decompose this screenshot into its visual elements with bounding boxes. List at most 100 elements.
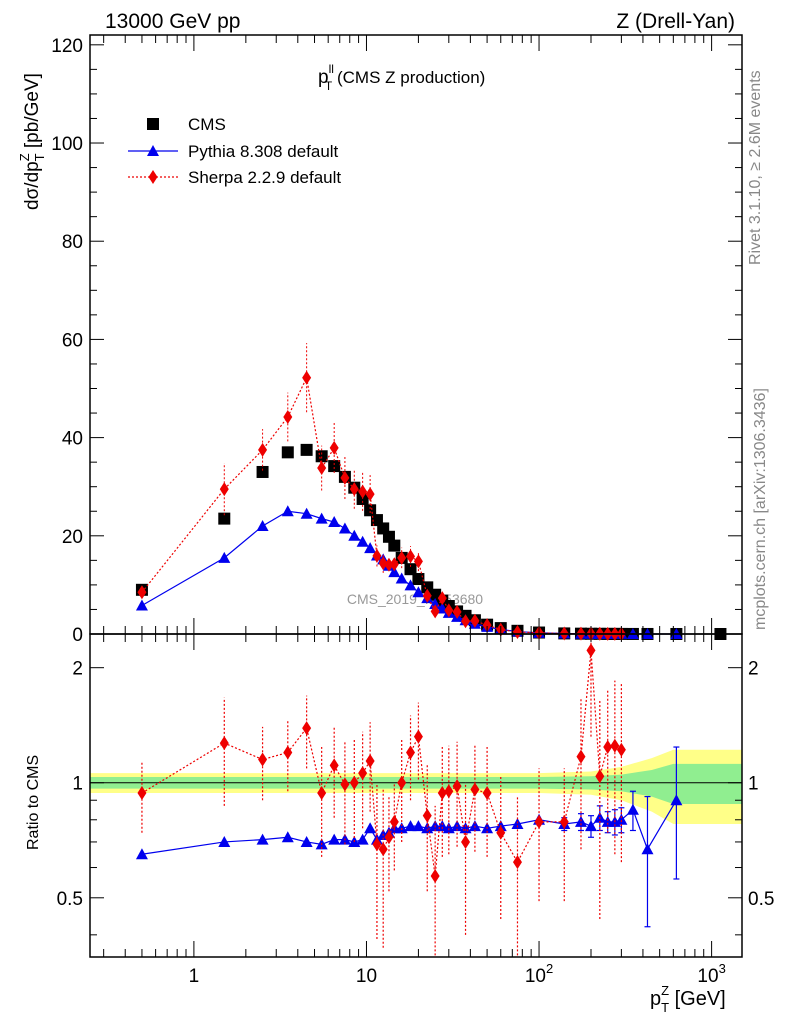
main-y-tick-label: 80 <box>62 232 83 253</box>
series-point-1 <box>348 529 361 541</box>
ratio-point-1 <box>412 820 425 832</box>
series-point-2 <box>329 440 339 455</box>
header-right: Z (Drell-Yan) <box>616 10 735 33</box>
ratio-point-2 <box>302 721 312 736</box>
main-panel: 0 20 40 60 80 100 120 <box>51 34 743 646</box>
main-y-tick-label: 60 <box>62 330 83 351</box>
series-point-2 <box>397 550 407 565</box>
x-tick-label-base: 10 <box>356 966 377 987</box>
series-point-2 <box>389 557 399 572</box>
plot-title-p: p <box>318 67 329 88</box>
x-axis-label-unit: [GeV] <box>669 988 726 1010</box>
ratio-y-tick-label: 0.5 <box>57 889 83 910</box>
ratio-point-2 <box>340 777 350 792</box>
ratio-point-2 <box>586 643 596 658</box>
series-point-2 <box>372 548 382 563</box>
ratio-y-tick-label-right: 2 <box>748 659 759 680</box>
ratio-point-2 <box>610 738 620 753</box>
series-point-1 <box>404 579 417 591</box>
ratio-point-2 <box>349 775 359 790</box>
series-point-1 <box>388 566 401 578</box>
ratio-point-2 <box>616 742 626 757</box>
x-tick-label: 10 <box>356 966 377 987</box>
ratio-point-1 <box>574 815 587 827</box>
series-point-0 <box>404 563 417 576</box>
ratio-point-2 <box>576 749 586 764</box>
ratio-point-2 <box>482 786 492 801</box>
x-tick-label: 102 <box>525 961 553 987</box>
ratio-point-1 <box>459 822 472 834</box>
series-point-2 <box>482 618 492 633</box>
ratio-point-2 <box>496 825 506 840</box>
ratio-point-2 <box>329 758 339 773</box>
series-point-2 <box>430 604 440 619</box>
plot-title: pll T (CMS Z production) <box>318 62 485 93</box>
ratio-point-2 <box>317 786 327 801</box>
series-point-2 <box>413 554 423 569</box>
y-axis-label-main-sup: Z <box>17 153 32 161</box>
ratio-point-1 <box>404 820 417 832</box>
plot-title-sub: T <box>325 79 333 93</box>
series-point-1 <box>315 512 328 524</box>
series-point-1 <box>300 507 313 519</box>
ratio-point-2 <box>444 784 454 799</box>
ratio-point-2 <box>559 814 569 829</box>
series-point-2 <box>437 591 447 606</box>
ratio-y-tick-label-right: 1 <box>748 774 759 795</box>
series-point-0 <box>364 504 377 517</box>
series-point-2 <box>137 585 147 600</box>
ratio-y-tick-label: 1 <box>72 774 83 795</box>
series-point-2 <box>470 613 480 628</box>
legend-marker-1 <box>147 145 159 156</box>
series-point-1 <box>135 599 148 611</box>
series-point-2 <box>406 549 416 564</box>
series-point-2 <box>302 370 312 385</box>
ratio-y-tick-label: 2 <box>72 659 83 680</box>
main-y-tick-label: 0 <box>72 625 83 646</box>
series-point-1 <box>356 535 369 547</box>
series-point-0 <box>256 465 269 478</box>
ratio-point-1 <box>135 848 148 860</box>
ratio-point-2 <box>219 736 229 751</box>
series-point-2 <box>461 614 471 629</box>
series-point-2 <box>365 487 375 502</box>
ratio-point-1 <box>615 813 628 825</box>
series-point-1 <box>256 519 269 531</box>
ratio-band-inner <box>90 763 742 804</box>
ratio-point-2 <box>413 729 423 744</box>
ratio-point-1 <box>328 833 341 845</box>
main-y-tick-label: 20 <box>62 527 83 548</box>
ratio-point-2 <box>406 745 416 760</box>
legend-label-1: Pythia 8.308 default <box>188 142 339 161</box>
mcplots-label: mcplots.cern.ch [arXiv:1306.3436] <box>752 388 769 630</box>
series-point-2 <box>258 442 268 457</box>
y-axis-label-main: dσ/dpZT [pb/GeV] <box>17 73 47 210</box>
series-point-2 <box>378 556 388 571</box>
y-axis-label-main-text: dσ/dp <box>22 161 43 210</box>
series-point-1 <box>395 572 408 584</box>
legend-label-2: Sherpa 2.2.9 default <box>188 168 341 187</box>
ratio-point-1 <box>395 822 408 834</box>
ratio-point-2 <box>430 869 440 884</box>
series-point-2 <box>317 461 327 476</box>
ratio-y-tick-label-right: 0.5 <box>748 889 774 910</box>
ratio-point-1 <box>670 794 683 806</box>
header-left: 13000 GeV pp <box>105 10 240 33</box>
x-axis-label-sup: Z <box>661 983 669 998</box>
ratio-point-1 <box>281 831 294 843</box>
x-tick-label-base: 1 <box>189 966 200 987</box>
ratio-point-2 <box>437 786 447 801</box>
plot-title-sup: ll <box>329 62 334 76</box>
ratio-line-2 <box>141 650 622 877</box>
x-tick-label-exp: 2 <box>546 961 553 976</box>
legend-marker-0 <box>147 118 159 130</box>
x-axis-label-sub: T <box>661 1000 669 1015</box>
ratio-point-2 <box>470 782 480 797</box>
ratio-point-2 <box>365 753 375 768</box>
ratio-point-2 <box>384 830 394 845</box>
series-point-2 <box>444 603 454 618</box>
ratio-point-2 <box>603 740 613 755</box>
rivet-label: Rivet 3.1.10, ≥ 2.6M events <box>747 70 764 265</box>
legend-label-0: CMS <box>188 115 226 134</box>
